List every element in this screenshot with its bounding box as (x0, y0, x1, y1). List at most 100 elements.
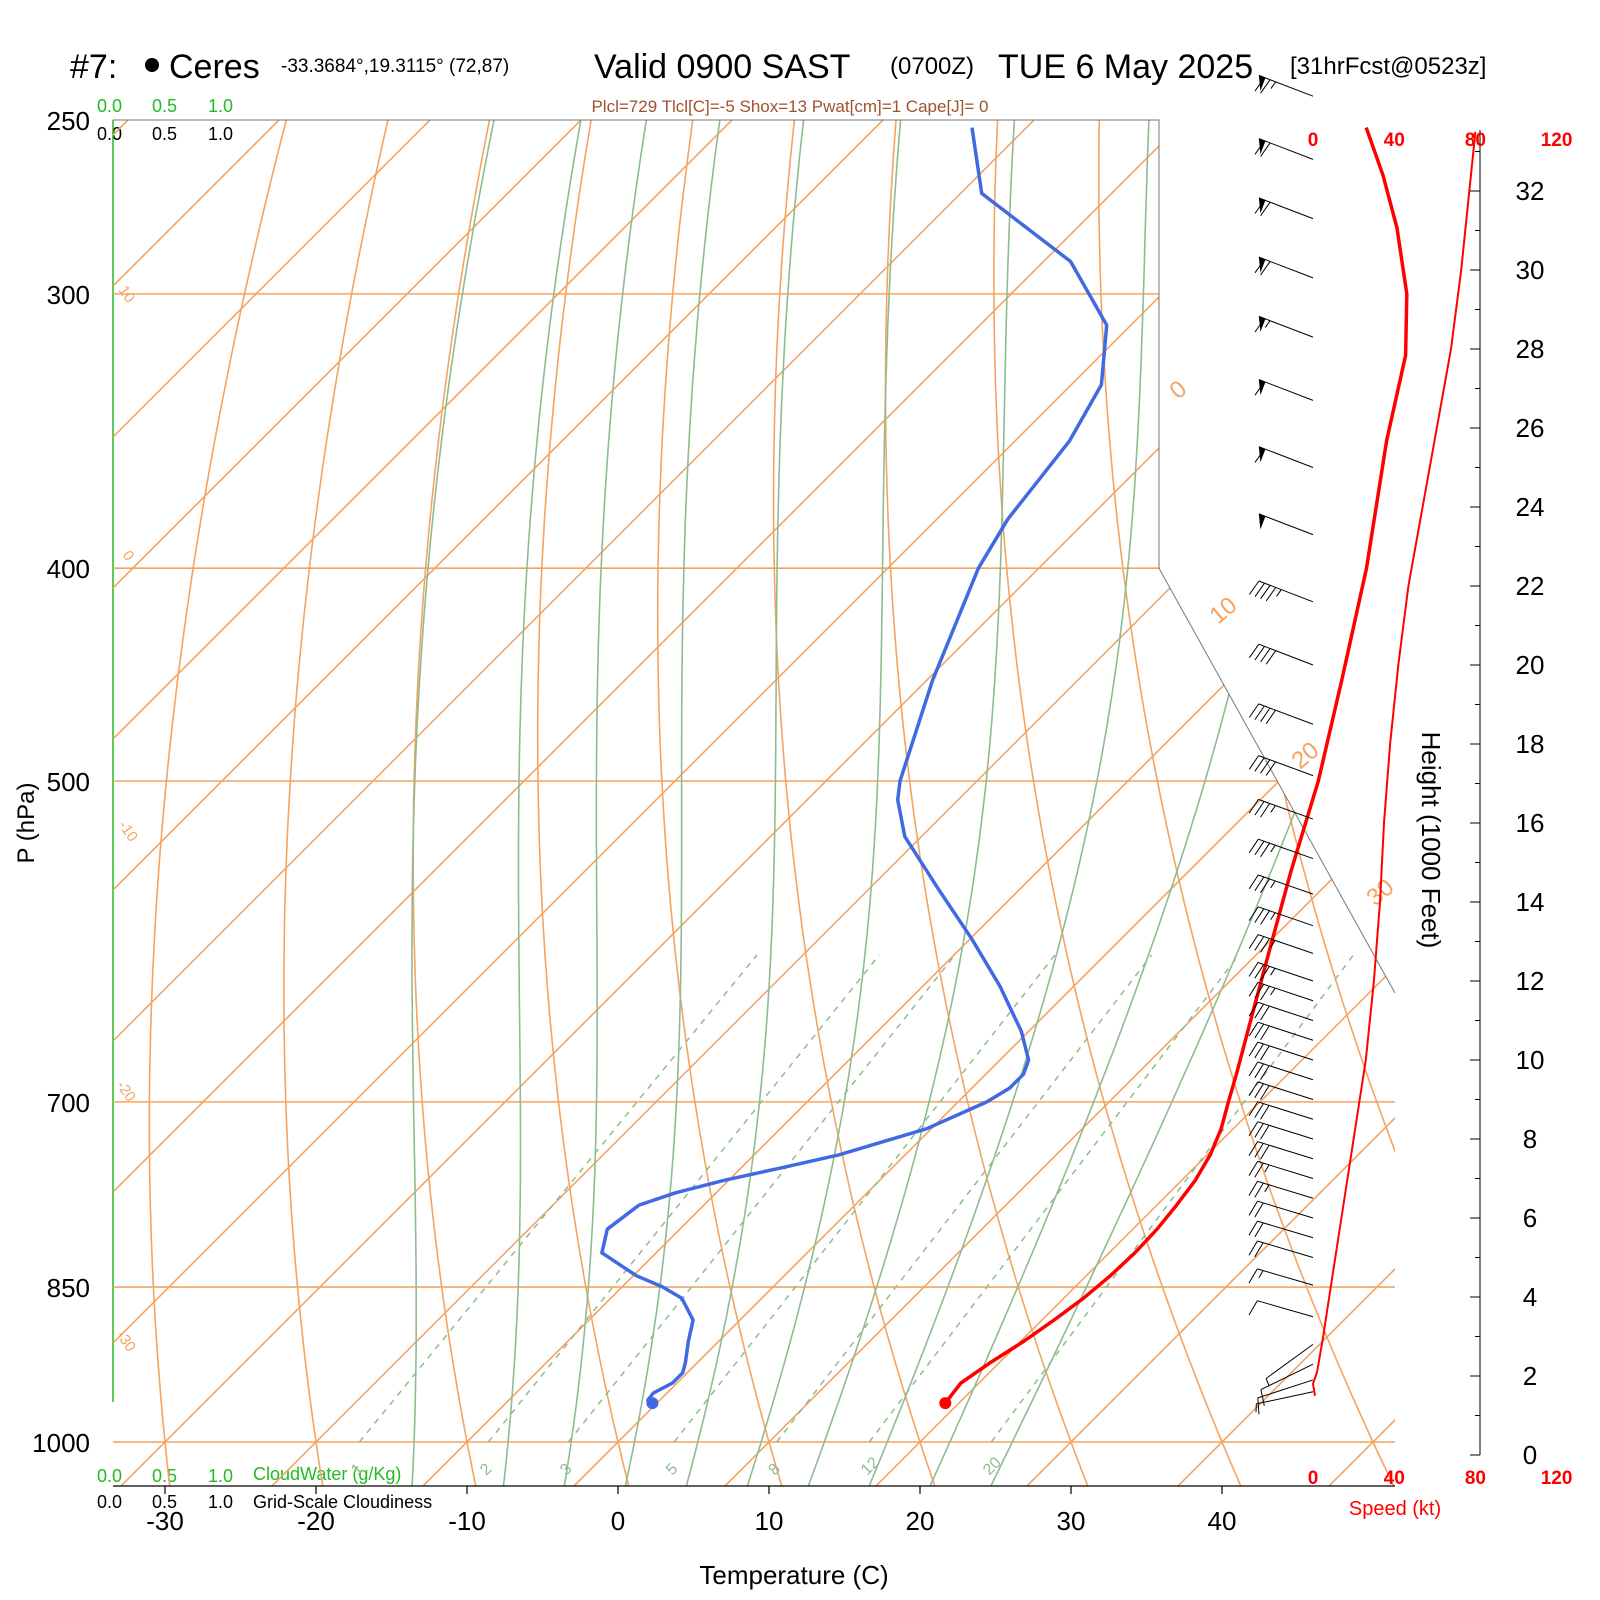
dry-adiabat-label: -20 (113, 1078, 139, 1106)
wind-barb-flag (1254, 1083, 1264, 1098)
wind-barb-flag (1248, 982, 1259, 997)
wind-barb (1248, 1001, 1314, 1021)
wind-barb-staff (1257, 1379, 1314, 1399)
speed-tick-label-bottom: 0 (1308, 1468, 1319, 1489)
wind-barb-flag (1248, 1101, 1259, 1117)
temperature-tick-label: 30 (1057, 1506, 1086, 1536)
dry-adiabat-line (536, 120, 633, 1486)
wind-barb-flag (1254, 964, 1265, 979)
wind-barb-flag (1248, 1240, 1258, 1256)
mixing-ratio-line (358, 954, 758, 1443)
height-tick-label: 0 (1523, 1440, 1537, 1470)
wind-barb (1248, 1180, 1314, 1199)
speed-tick-label-bottom: 80 (1465, 1468, 1486, 1489)
wind-barb-halfflag (1265, 1378, 1270, 1387)
wind-barb (1248, 798, 1314, 820)
wind-barb-halfflag (1270, 880, 1276, 889)
isotherm-line (113, 120, 733, 1486)
wind-barb (1248, 1220, 1314, 1239)
wind-barb-staff (1258, 74, 1314, 97)
wind-barb-flag (1248, 1021, 1259, 1037)
wind-barb-staff (1257, 1021, 1314, 1041)
wind-barb-halfflag (1276, 589, 1282, 597)
dry-adiabat-line (884, 120, 1094, 1486)
wind-barb-staff (1257, 934, 1314, 954)
wind-barb-staff (1257, 1041, 1314, 1061)
wind-barb-flag (1254, 908, 1265, 923)
wind-barb-flag (1248, 755, 1260, 770)
wind-barb-flag (1254, 1023, 1265, 1039)
wind-barb-flag (1260, 1085, 1270, 1100)
wind-barb-flag (1260, 910, 1270, 925)
station-name: Ceres (169, 48, 260, 86)
wind-barb (1248, 1061, 1314, 1081)
wind-barb-staff (1258, 838, 1314, 860)
pressure-tick-label: 400 (47, 554, 90, 584)
cloud-scale-bottom: 0.0 0.5 1.0 CloudWater (g/Kg) 0.0 0.5 1.… (97, 1464, 432, 1512)
mixing-ratio-line (990, 954, 1355, 1443)
wind-barb-flag (1248, 580, 1260, 595)
wind-barb-flag (1260, 1025, 1270, 1041)
x-axis-title: Temperature (C) (699, 1560, 888, 1590)
wind-barb-flag (1260, 842, 1271, 858)
height-tick-label: 12 (1516, 966, 1545, 996)
valid-time: Valid 0900 SAST (594, 48, 850, 86)
wind-barb-staff (1258, 580, 1314, 603)
wind-barb-flag (1254, 259, 1265, 274)
mixing-ratio-label: 2 (477, 1460, 495, 1478)
dry-adiabat-label: -30 (113, 1328, 139, 1356)
wind-barb-flag (1248, 1141, 1259, 1156)
wind-barb-flag (1260, 261, 1271, 276)
wind-barb-flag (1260, 985, 1270, 1001)
wind-barb-halfflag (1259, 515, 1265, 524)
height-tick-label: 30 (1516, 255, 1545, 285)
pressure-tick-label: 850 (47, 1273, 90, 1303)
wind-barb (1248, 580, 1314, 603)
wind-barb-flag (1260, 79, 1271, 94)
plot-frame (113, 119, 1396, 1487)
forecast-info: [31hrFcst@0523z] (1290, 53, 1486, 80)
wind-barb-halfflag (1270, 805, 1276, 813)
isotherm-line (113, 120, 431, 1486)
valid-date: TUE 6 May 2025 (998, 48, 1253, 86)
wind-barb-flag (1254, 1063, 1264, 1079)
mixing-ratio-label: 12 (858, 1454, 883, 1479)
height-tick-label: 26 (1516, 413, 1545, 443)
wind-barb-halfflag (1264, 320, 1271, 328)
wind-barb (1260, 1363, 1314, 1406)
wind-barb-staff (1257, 1160, 1314, 1179)
dry-adiabat-label: 10 (115, 283, 138, 306)
wind-barb (1248, 755, 1314, 777)
isotherm-line (113, 120, 884, 1486)
moist-adiabat-line (924, 120, 1307, 1486)
height-tick-label: 16 (1516, 808, 1545, 838)
mixing-ratio-label: 5 (663, 1460, 681, 1478)
height-tick-label: 18 (1516, 729, 1545, 759)
dry-adiabat-line (148, 120, 298, 1486)
sounding-profiles (600, 127, 1409, 1410)
height-tick-label: 8 (1523, 1124, 1537, 1154)
wind-barb-flag (1248, 1200, 1258, 1216)
zulu-time: (0700Z) (890, 53, 974, 80)
y-axis-title: P (hPa) (13, 783, 40, 864)
wind-barb-halfflag (1270, 940, 1276, 948)
speed-axis-title: Speed (kt) (1349, 1498, 1441, 1520)
dry-adiabat-line (1098, 120, 1395, 1486)
wind-barb-flag (1254, 1123, 1264, 1138)
moist-adiabat-line (803, 120, 1016, 1486)
wind-barb-staff (1257, 1268, 1314, 1286)
wind-barb-flag (1254, 318, 1265, 333)
isotherm-line (113, 120, 1035, 1486)
wind-barb-flag (1260, 1124, 1270, 1140)
wind-barb-staff (1258, 513, 1314, 536)
wind-barb-flag (1260, 142, 1271, 157)
wind-barb-flag (1254, 1103, 1264, 1118)
isotherm-line (113, 120, 1337, 1486)
wind-barb-flag (1248, 962, 1259, 977)
cloud-bottom-black-2: 1.0 (208, 1492, 233, 1512)
wind-barb (1248, 1121, 1314, 1140)
height-axis-title: Height (1000 Feet) (1416, 732, 1446, 949)
pressure-tick-label: 300 (47, 280, 90, 310)
temperature-tick-label: 10 (755, 1506, 784, 1536)
wind-barb-flag (1248, 838, 1259, 854)
